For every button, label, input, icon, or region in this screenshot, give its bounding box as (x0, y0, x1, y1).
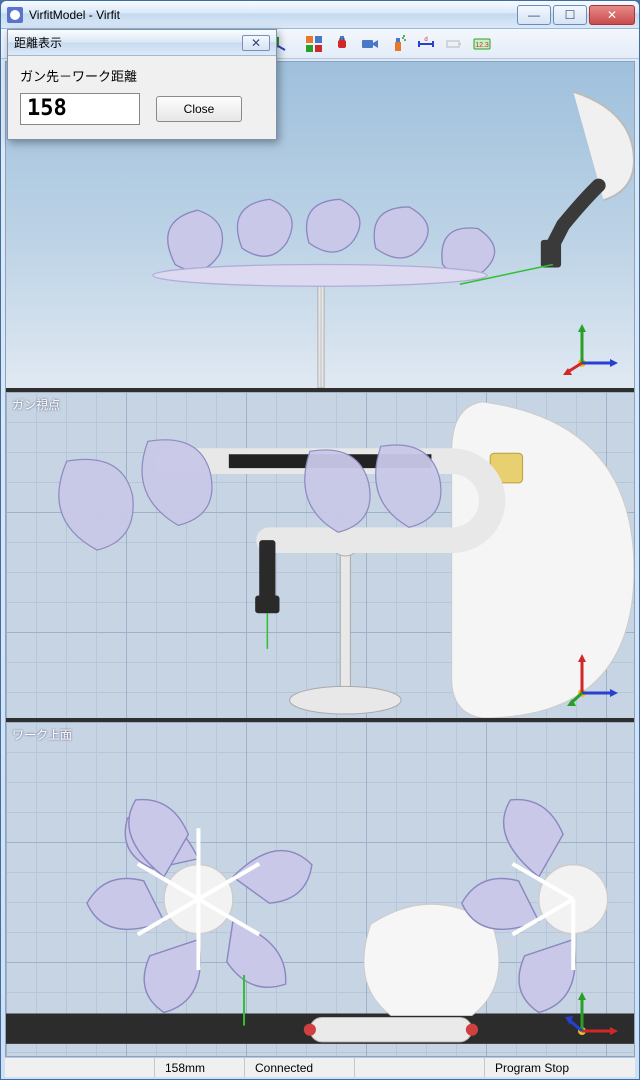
titlebar[interactable]: VirfitModel - Virfit — ☐ ✕ (1, 1, 639, 29)
axis-gizmo (562, 648, 622, 708)
status-blank (5, 1058, 155, 1077)
dialog-close-button[interactable]: Close (156, 96, 242, 122)
scene-top (6, 722, 634, 1056)
battery-icon (441, 32, 467, 56)
dialog-body: ガン先－ワーク距離 158 Close (8, 56, 276, 139)
app-icon (7, 7, 23, 23)
distance-icon[interactable]: d (413, 32, 439, 56)
viewport-top[interactable]: ワーク上面 (6, 722, 634, 1056)
distance-value[interactable]: 158 (20, 93, 140, 125)
axis-gizmo (562, 986, 622, 1046)
view-label-top: ワーク上面 (12, 726, 72, 743)
measure-readout-icon[interactable]: 12.3 (469, 32, 495, 56)
window-buttons: — ☐ ✕ (517, 5, 635, 25)
maximize-button[interactable]: ☐ (553, 5, 587, 25)
viewport-area: ガン視点 (5, 61, 635, 1057)
statusbar: 158mm Connected Program Stop (5, 1057, 635, 1077)
status-spacer (355, 1058, 485, 1077)
status-connection: Connected (245, 1058, 355, 1077)
axis-gizmo (562, 318, 622, 378)
svg-text:d: d (424, 37, 427, 43)
window-title: VirfitModel - Virfit (29, 8, 517, 22)
close-button[interactable]: ✕ (589, 5, 635, 25)
status-distance: 158mm (155, 1058, 245, 1077)
dialog-titlebar[interactable]: 距離表示 ✕ (8, 30, 276, 56)
multi-cube-icon[interactable] (301, 32, 327, 56)
scene-gun (6, 392, 634, 718)
dialog-x-button[interactable]: ✕ (242, 35, 270, 51)
viewport-gun[interactable]: ガン視点 (6, 392, 634, 722)
minimize-button[interactable]: — (517, 5, 551, 25)
robot-icon[interactable] (329, 32, 355, 56)
view-label-gun: ガン視点 (12, 396, 60, 413)
status-program: Program Stop (485, 1058, 635, 1077)
distance-field-label: ガン先－ワーク距離 (20, 66, 264, 85)
svg-text:12.3: 12.3 (475, 42, 489, 49)
main-window: VirfitModel - Virfit — ☐ ✕ d 12.3 (0, 0, 640, 1080)
camera-icon[interactable] (357, 32, 383, 56)
spray-icon[interactable] (385, 32, 411, 56)
distance-dialog[interactable]: 距離表示 ✕ ガン先－ワーク距離 158 Close (7, 29, 277, 140)
dialog-title: 距離表示 (14, 34, 62, 51)
